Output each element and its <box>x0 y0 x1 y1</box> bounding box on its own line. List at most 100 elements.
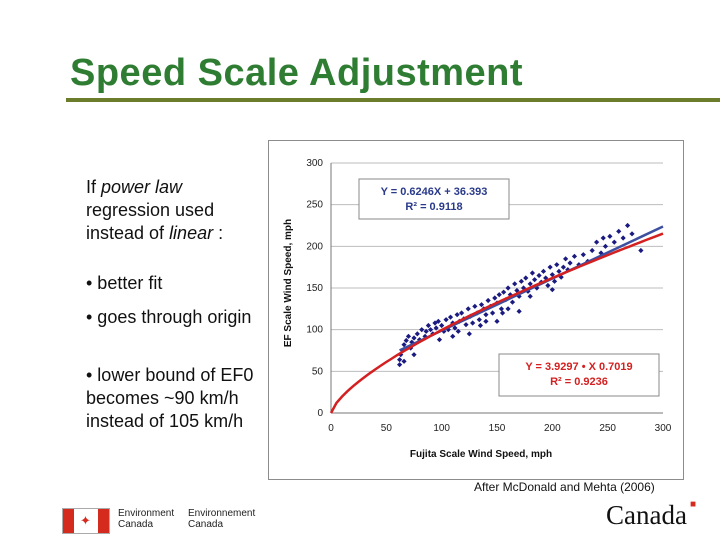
data-point <box>512 281 518 287</box>
data-point <box>447 314 454 320</box>
y-axis-label: EF Scale Wind Speed, mph <box>283 219 294 347</box>
logo-en-line1: Environment <box>118 508 175 519</box>
data-point <box>466 331 472 337</box>
data-point <box>600 235 606 241</box>
data-point <box>425 322 431 329</box>
y-tick-label: 150 <box>306 283 323 294</box>
data-point <box>551 278 558 284</box>
equation-linear: Y = 0.6246X + 36.393 <box>381 186 488 198</box>
data-point <box>470 320 476 326</box>
logo-fr-line2: Canada <box>188 519 224 530</box>
data-point <box>439 322 445 329</box>
r-squared-linear: R² = 0.9118 <box>405 201 462 213</box>
data-point <box>563 256 569 262</box>
data-point <box>534 285 540 291</box>
data-point <box>532 277 538 283</box>
logo-english: Environment Canada <box>118 508 174 530</box>
intro-em-linear: linear <box>169 223 214 243</box>
x-axis-label: Fujita Scale Wind Speed, mph <box>410 449 552 460</box>
data-point <box>494 318 500 324</box>
data-point <box>452 325 458 331</box>
intro-middle: regression used instead of <box>86 200 215 243</box>
x-tick-label: 300 <box>655 423 672 434</box>
data-point <box>477 322 483 329</box>
data-point <box>483 312 489 318</box>
data-point <box>556 268 562 274</box>
data-point <box>485 297 491 304</box>
data-point <box>624 222 631 229</box>
data-point <box>514 287 520 294</box>
wordmark-flag-icon: ■ <box>690 499 697 510</box>
data-point <box>505 285 511 291</box>
y-tick-label: 250 <box>306 200 323 211</box>
data-point <box>523 275 529 281</box>
data-point <box>549 287 555 293</box>
data-point <box>560 264 566 270</box>
bullet-origin: • goes through origin <box>86 307 252 327</box>
data-point <box>505 306 511 312</box>
data-point <box>527 293 533 299</box>
data-point <box>496 292 502 298</box>
data-point <box>554 262 560 268</box>
data-point <box>454 312 460 318</box>
intro-em-power-law: power law <box>101 177 183 197</box>
logo-french: Environnement Canada <box>188 508 255 530</box>
chart-frame: 0 50 100 150 200 250 300 0 50 100 150 200 250 300 Y =… <box>268 140 684 480</box>
data-point <box>540 268 547 274</box>
data-point <box>543 275 549 281</box>
data-point <box>433 325 439 331</box>
data-point <box>428 327 434 333</box>
canada-flag-icon: ✦ <box>62 508 110 534</box>
x-tick-label: 0 <box>328 423 334 434</box>
equation-power: Y = 3.9297 • X 0.7019 <box>525 361 632 373</box>
data-point <box>463 322 469 328</box>
x-tick-label: 200 <box>544 423 561 434</box>
logo-en-line2: Canada <box>118 519 154 530</box>
data-point <box>472 303 478 309</box>
equation-box-linear <box>358 178 510 220</box>
logo-fr-line1: Environnement <box>188 508 256 519</box>
data-point <box>549 272 555 278</box>
data-point <box>403 337 409 344</box>
data-point <box>476 317 482 323</box>
data-point <box>450 333 456 339</box>
data-point <box>455 328 461 334</box>
data-point <box>611 239 617 245</box>
data-point <box>509 299 516 305</box>
data-point <box>580 252 586 258</box>
data-point <box>499 310 506 316</box>
scatter-chart: 0 50 100 150 200 250 300 0 50 100 150 200 250 300 Y =… <box>283 158 672 460</box>
data-point <box>443 317 449 323</box>
credit-text: After McDonald and Mehta (2006) <box>474 480 655 494</box>
data-point <box>638 247 644 254</box>
x-tick-label: 100 <box>433 423 450 434</box>
intro-text: If power law regression used instead of … <box>86 176 266 245</box>
canada-wordmark: Canada <box>606 500 687 530</box>
equation-box-power <box>498 353 660 397</box>
intro-suffix: : <box>213 223 224 243</box>
data-point <box>405 333 412 339</box>
data-point <box>571 253 578 259</box>
data-point <box>518 278 524 284</box>
intro-prefix: If <box>86 177 102 197</box>
data-point <box>501 289 507 295</box>
r-squared-power: R² = 0.9236 <box>550 376 608 388</box>
data-point <box>498 306 505 312</box>
data-point <box>397 362 403 368</box>
data-point <box>594 239 600 245</box>
y-tick-label: 100 <box>306 325 323 336</box>
data-point <box>629 231 635 237</box>
data-point <box>436 337 443 343</box>
data-point <box>492 295 498 301</box>
y-tick-label: 50 <box>312 366 324 377</box>
data-point <box>397 357 403 363</box>
data-point <box>478 302 485 308</box>
bullet-lower-bound: • lower bound of EF0 becomes ~90 km/h in… <box>86 365 254 431</box>
x-tick-label: 250 <box>599 423 616 434</box>
data-point <box>558 274 564 280</box>
data-point <box>620 235 626 241</box>
data-point <box>458 310 465 316</box>
environment-canada-logo: ✦ Environment Canada Environnement Canad… <box>62 504 282 536</box>
data-point <box>520 285 527 291</box>
data-point <box>598 250 604 256</box>
